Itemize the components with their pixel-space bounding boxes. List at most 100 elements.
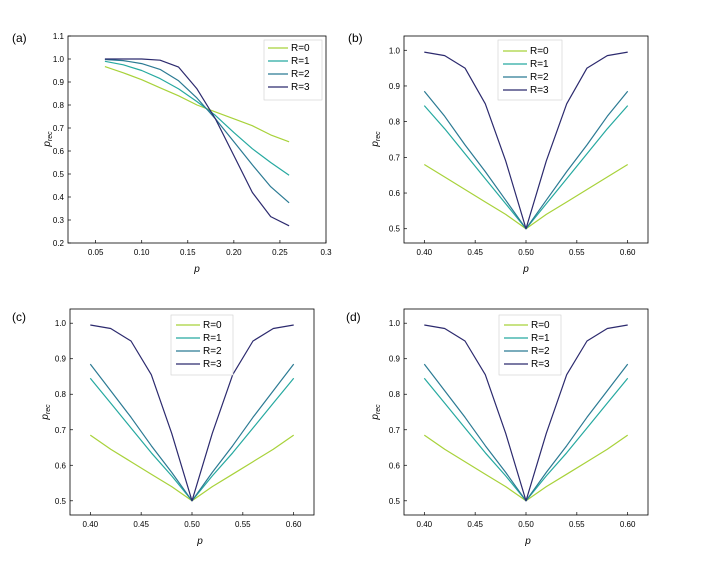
panel-label-a: (a)	[12, 31, 27, 45]
series-lines-b	[423, 51, 629, 230]
x-tick-label: 0.20	[226, 248, 242, 257]
y-tick-label: 0.6	[389, 189, 401, 198]
legend-label-c-r1: R=1	[203, 333, 222, 344]
y-tick-label: 0.5	[55, 497, 67, 506]
legend-b: R=0 R=1 R=2 R=3	[497, 39, 563, 101]
panel-a: (a) 0.05 0.10 0.15 0.20 0.25 0.30.20.30.40.50…	[12, 31, 332, 275]
y-tick-label: 0.7	[53, 124, 65, 133]
plot-frame-a	[67, 35, 327, 244]
y-tick-label: 0.8	[389, 118, 401, 127]
x-axis-label-c: p	[196, 536, 203, 547]
panel-label-d: (d)	[346, 310, 361, 324]
legend-label-d-r3: R=3	[531, 359, 550, 370]
y-tick-label: 0.9	[55, 355, 67, 364]
x-tick-label: 0.55	[235, 520, 251, 529]
x-tick-label: 0.10	[134, 248, 150, 257]
panel-c: (c) 0.40 0.45 0.50 0.55 0.60 0.5 0.6 0.7 0.8 0.9 1…	[12, 308, 315, 547]
legend-a: R=0 R=1 R=2 R=3	[263, 39, 323, 101]
x-tick-label: 0.60	[620, 248, 636, 257]
y-tick-label: 0.7	[389, 426, 401, 435]
x-tick-label: 0.50	[184, 520, 200, 529]
y-tick-label: 0.7	[389, 153, 401, 162]
x-tick-label: 0.40	[417, 520, 433, 529]
y-tick-label: 1.0	[389, 46, 401, 55]
legend-label-b-r2: R=2	[530, 72, 549, 83]
legend-box-a	[263, 39, 323, 101]
x-tick-label: 0.45	[467, 520, 483, 529]
legend-label-a-r2: R=2	[291, 69, 310, 80]
series-line-a-r3	[104, 58, 290, 227]
x-tick-label: 0.15	[180, 248, 196, 257]
y-tick-label: 1.1	[53, 32, 65, 41]
series-lines-d	[423, 324, 629, 502]
ticks-b: 0.40 0.45 0.50 0.55 0.60 0.5 0.6 0.7 0.8 0.9 1.0	[389, 46, 636, 257]
x-tick-label: 0.40	[417, 248, 433, 257]
series-line-a-r1	[104, 60, 290, 176]
legend-label-b-r1: R=1	[530, 59, 549, 70]
x-tick-label: 0.50	[518, 520, 534, 529]
x-tick-label: 0.60	[286, 520, 302, 529]
panel-d: (d) 0.40 0.45 0.50 0.55 0.60 0.5 0.6 0.7 0.8 0.9 1…	[346, 308, 649, 547]
legend-label-b-r3: R=3	[530, 85, 549, 96]
x-tick-label: 0.60	[620, 520, 636, 529]
legend-box-d	[498, 314, 562, 376]
x-axis-label-d: p	[524, 536, 531, 547]
panel-b: (b) 0.40 0.45 0.50 0.55 0.60 0.5 0.6 0.7 0.8 0.9 1…	[348, 31, 649, 275]
y-tick-label: 0.9	[389, 355, 401, 364]
y-tick-label: 0.5	[53, 170, 65, 179]
y-axis-label-c: prec	[40, 404, 52, 421]
panel-label-c: (c)	[12, 310, 26, 324]
series-line-d-r3	[424, 324, 628, 502]
x-tick-label: 0.45	[467, 248, 483, 257]
y-tick-label: 0.8	[389, 390, 401, 399]
ticks-d: 0.40 0.45 0.50 0.55 0.60 0.5 0.6 0.7 0.8 0.9 1.0	[389, 319, 636, 529]
x-tick-label: 0.3	[320, 248, 332, 257]
y-tick-label: 0.3	[53, 216, 65, 225]
legend-label-b-r0: R=0	[530, 46, 549, 57]
x-tick-label: 0.40	[83, 520, 99, 529]
legend-label-a-r1: R=1	[291, 56, 310, 67]
series-line-a-r0	[104, 66, 290, 143]
series-lines-c	[89, 324, 295, 502]
x-tick-label: 0.55	[569, 520, 585, 529]
x-axis-label-a: p	[193, 264, 200, 275]
y-tick-label: 1.0	[53, 55, 65, 64]
y-tick-label: 0.4	[53, 193, 65, 202]
legend-box-c	[170, 314, 234, 376]
legend-label-d-r2: R=2	[531, 346, 550, 357]
y-tick-label: 0.5	[389, 497, 401, 506]
x-tick-label: 0.45	[133, 520, 149, 529]
y-tick-label: 0.2	[53, 239, 65, 248]
y-tick-label: 0.9	[53, 78, 65, 87]
x-tick-label: 0.50	[518, 248, 534, 257]
legend-label-a-r3: R=3	[291, 82, 310, 93]
y-tick-label: 0.8	[55, 390, 67, 399]
y-tick-label: 0.9	[389, 82, 401, 91]
y-axis-label-b: prec	[370, 131, 382, 148]
x-axis-label-b: p	[522, 264, 529, 275]
x-tick-label: 0.05	[88, 248, 104, 257]
x-tick-label: 0.55	[569, 248, 585, 257]
y-axis-label-d: prec	[370, 404, 382, 421]
y-tick-label: 0.8	[53, 101, 65, 110]
y-tick-label: 1.0	[389, 319, 401, 328]
series-line-c-r3	[90, 324, 294, 502]
ticks-a: 0.05 0.10 0.15 0.20 0.25 0.3 0.2 0.3 0.4 0.5 0.6 0.…	[53, 32, 332, 257]
series-line-b-r3	[424, 51, 628, 230]
y-tick-label: 0.7	[55, 426, 67, 435]
y-tick-label: 0.6	[389, 461, 401, 470]
series-line-a-r2	[104, 58, 290, 204]
legend-label-c-r3: R=3	[203, 359, 222, 370]
legend-label-d-r0: R=0	[531, 320, 550, 331]
legend-d: R=0 R=1 R=2 R=3	[498, 314, 562, 376]
legend-label-c-r0: R=0	[203, 320, 222, 331]
panel-label-b: (b)	[348, 31, 363, 45]
ticks-c: 0.40 0.45 0.50 0.55 0.60 0.5 0.6 0.7 0.8 0.9 1.0	[55, 319, 302, 529]
series-lines-a	[104, 58, 290, 227]
x-tick-label: 0.25	[272, 248, 288, 257]
y-tick-label: 0.6	[53, 147, 65, 156]
y-tick-label: 0.6	[55, 461, 67, 470]
y-tick-label: 1.0	[55, 319, 67, 328]
